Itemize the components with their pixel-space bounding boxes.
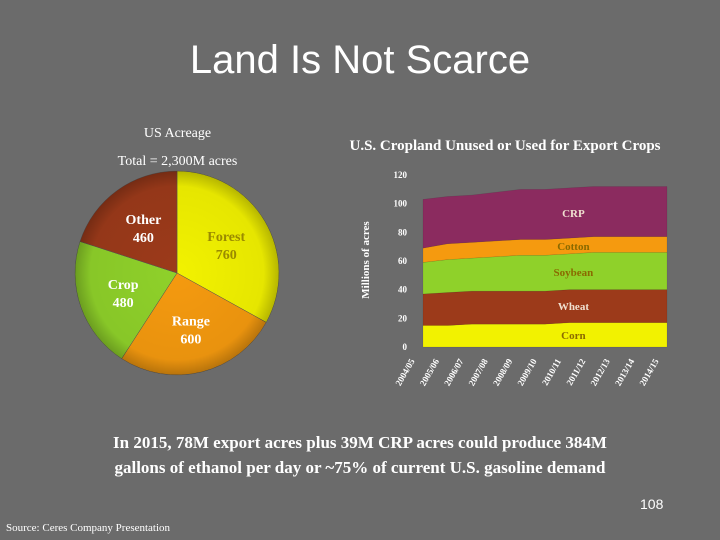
- x-tick-label: 2007/08: [467, 357, 491, 388]
- x-tick-label: 2014/15: [637, 357, 661, 388]
- area-band-wheat: [422, 289, 668, 326]
- caption-line-2: gallons of ethanol per day or ~75% of cu…: [114, 458, 606, 477]
- pie-label-crop: Crop: [108, 278, 139, 293]
- x-tick-label: 2013/14: [613, 357, 637, 388]
- x-tick-label: 2011/12: [564, 357, 587, 388]
- pie-shading: [75, 171, 279, 375]
- x-tick-label: 2006/07: [442, 357, 466, 388]
- pie-label-range: Range: [172, 314, 210, 329]
- slide-title: Land Is Not Scarce: [189, 38, 531, 82]
- area-band-soybean: [422, 252, 668, 295]
- x-tick-label: 2004/05: [393, 357, 417, 388]
- pie-label-forest: Forest: [207, 230, 245, 245]
- caption-line-1: In 2015, 78M export acres plus 39M CRP a…: [113, 433, 607, 452]
- x-tick-label: 2008/09: [491, 357, 515, 388]
- y-tick-label: 40: [398, 285, 408, 295]
- pie-chart: Forest 760 Range 600 Crop 480 Other 460: [74, 170, 280, 376]
- y-tick-label: 60: [398, 256, 408, 266]
- area-label-crp: CRP: [562, 208, 585, 220]
- area-label-corn: Corn: [561, 330, 585, 342]
- area-label-wheat: Wheat: [558, 301, 590, 313]
- x-tick-label: 2012/13: [589, 357, 613, 388]
- area-chart: Millions of acres 0 20 40 60 80 100 120 Corn Wh…: [360, 170, 668, 388]
- area-label-soybean: Soybean: [554, 267, 594, 279]
- area-band-corn: [422, 322, 668, 348]
- x-tick-label: 2005/06: [418, 357, 442, 388]
- caption: In 2015, 78M export acres plus 39M CRP a…: [40, 430, 680, 480]
- y-tick-label: 120: [394, 170, 408, 180]
- pie-label-other: Other: [126, 213, 162, 228]
- x-tick-label: 2010/11: [540, 357, 563, 388]
- area-chart-title: U.S. Cropland Unused or Used for Export …: [349, 138, 661, 154]
- x-tick-label: 2009/10: [515, 357, 539, 388]
- y-tick-label: 20: [398, 313, 408, 323]
- pie-value-crop: 480: [113, 296, 134, 311]
- y-axis-label: Millions of acres: [360, 221, 372, 299]
- area-label-cotton: Cotton: [557, 241, 589, 253]
- source-note: Source: Ceres Company Presentation: [6, 522, 171, 534]
- pie-chart-title: US Acreage: [143, 126, 212, 141]
- pie-value-range: 600: [180, 332, 201, 347]
- area-band-crp: [422, 186, 668, 249]
- y-tick-label: 100: [394, 199, 408, 209]
- y-tick-label: 80: [398, 227, 408, 237]
- y-tick-label: 0: [403, 342, 408, 352]
- pie-chart-subtitle: Total = 2,300M acres: [117, 154, 238, 169]
- pie-value-forest: 760: [216, 248, 237, 263]
- pie-value-other: 460: [133, 231, 154, 246]
- page-number: 108: [640, 496, 664, 512]
